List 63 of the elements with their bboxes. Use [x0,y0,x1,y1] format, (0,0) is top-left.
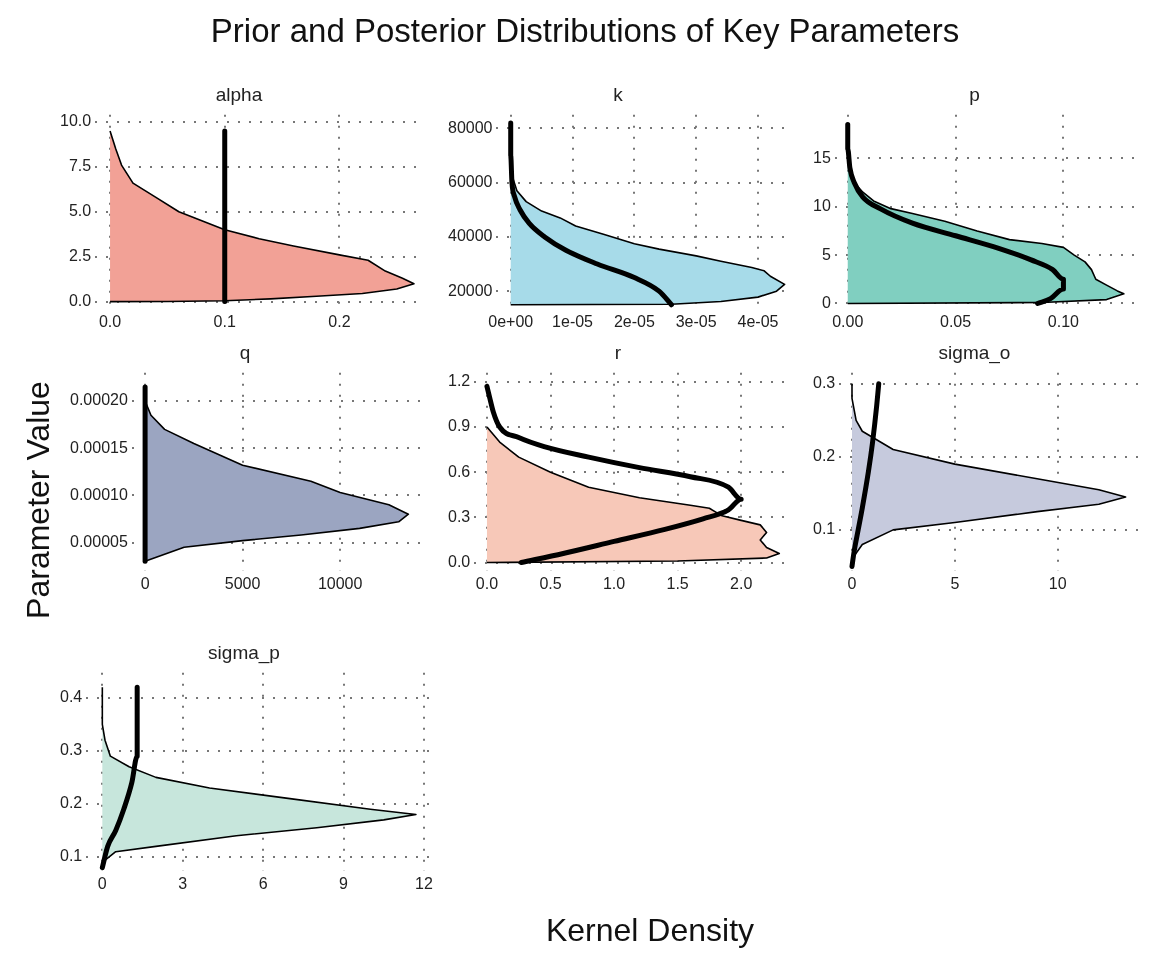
x-tick-label: 0.10 [1047,312,1080,330]
chart-title: p [969,83,980,105]
y-tick-label: 5 [821,245,831,263]
x-tick-label: 0.5 [539,574,562,592]
x-tick-label: 2.0 [730,574,753,592]
chart-title: sigma_p [208,641,280,664]
y-tick-label: 0.6 [447,462,471,480]
x-tick-label: 12 [415,874,433,892]
x-tick-label: 1e-05 [552,312,594,330]
y-tick-label: 0.3 [59,741,83,759]
x-tick-label: 0.05 [940,312,972,330]
y-tick-label: 0.3 [812,374,836,392]
x-tick-label: 1.0 [602,574,626,592]
y-tick-label: 60000 [447,173,493,191]
x-tick-label: 0.00 [832,312,864,330]
x-tick-label: 3 [178,874,188,892]
x-tick-label: 0e+00 [488,312,534,330]
y-tick-label: 0.1 [812,520,836,538]
y-tick-label: 10.0 [60,112,92,130]
x-tick-label: 1.5 [666,574,689,592]
y-tick-label: 5.0 [68,202,92,220]
y-tick-label: 0.2 [59,794,83,812]
y-tick-label: 0.0 [68,292,92,310]
y-tick-label: 0.00020 [69,391,128,409]
y-tick-label: 0.00005 [69,532,128,550]
x-tick-label: 4e-05 [737,312,779,330]
y-tick-label: 15 [813,148,831,166]
chart-title: k [613,83,624,105]
y-tick-label: 0.0 [447,552,471,570]
y-tick-label: 0.2 [812,447,836,465]
x-tick-label: 0 [847,574,857,592]
text: Kernel Density [544,912,756,949]
x-tick-label: 2e-05 [613,312,655,330]
x-tick-label: 0.2 [328,312,351,330]
chart-title: sigma_o [938,341,1011,364]
y-tick-label: 40000 [447,227,493,245]
x-tick-label: 10 [1048,574,1067,592]
y-tick-label: 1.2 [447,372,471,390]
y-tick-label: 0.00015 [69,438,128,456]
y-tick-label: 0.9 [447,417,471,435]
chart-title: r [614,341,622,363]
y-tick-label: 7.5 [68,157,92,175]
y-tick-label: 0.00010 [69,485,128,503]
y-tick-label: 80000 [447,118,493,136]
x-tick-label: 0 [140,574,150,592]
chart-title: q [239,341,251,363]
y-tick-label: 2.5 [68,247,92,265]
x-tick-label: 10000 [317,574,363,592]
y-tick-label: 20000 [447,281,493,299]
y-tick-label: 0.1 [59,847,83,865]
y-tick-label: 0 [821,293,831,311]
x-tick-label: 5000 [224,574,261,592]
x-tick-label: 0.1 [213,312,236,330]
x-tick-label: 9 [339,874,349,892]
x-tick-label: 6 [258,874,268,892]
x-tick-label: 5 [950,574,960,592]
y-tick-label: 0.3 [447,507,471,525]
text: Parameter Value [19,381,57,619]
y-tick-label: 10 [813,197,831,215]
text: Prior and Posterior Distributions of Key Parameters [209,12,961,50]
chart-title: alpha [215,83,263,105]
x-tick-label: 3e-05 [675,312,717,330]
y-tick-label: 0.4 [59,688,83,706]
